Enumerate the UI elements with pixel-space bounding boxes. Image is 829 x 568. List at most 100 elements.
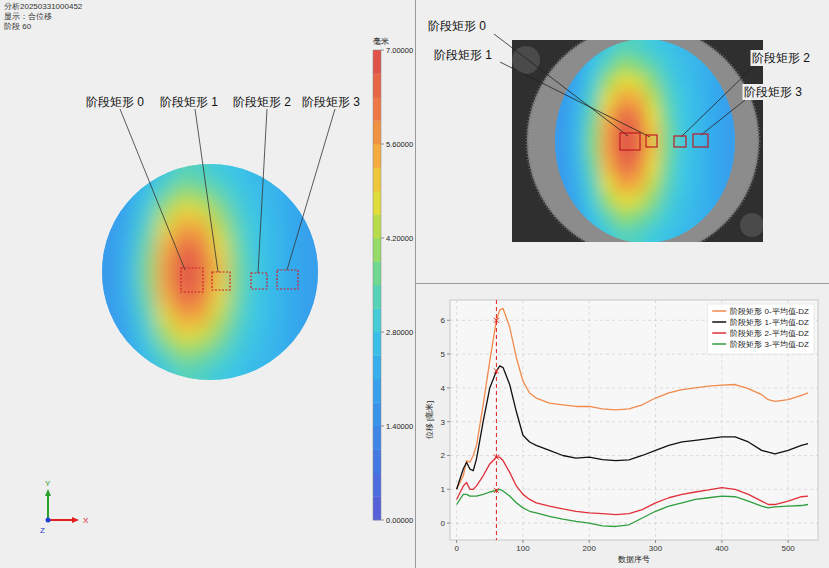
heat-cell (138, 182, 157, 201)
heat-cell (210, 272, 229, 291)
heat-cell (228, 236, 247, 255)
heat-cell (246, 254, 265, 273)
heat-cell (210, 290, 229, 309)
heat-cell (264, 344, 283, 363)
heat-cell (228, 272, 247, 291)
heat-cell (246, 272, 265, 291)
heat-cell (300, 236, 319, 255)
heat-cell (156, 182, 175, 201)
heat-cell (645, 90, 661, 108)
heat-cell (228, 254, 247, 273)
heat-cell (174, 164, 193, 183)
heat-cell (138, 236, 157, 255)
heat-cell (600, 73, 616, 91)
heat-cell (555, 40, 571, 57)
y-tick-label: 4 (441, 384, 446, 393)
colorbar-tick-label: 2.80000 (386, 328, 413, 337)
heat-cell (138, 290, 157, 309)
heat-cell (192, 326, 211, 345)
heat-cell (246, 326, 265, 345)
colorbar-band (373, 144, 381, 168)
heat-cell (120, 272, 139, 291)
heat-cell (264, 182, 283, 201)
y-tick (447, 387, 450, 388)
colorbar-band (373, 121, 381, 145)
legend: 阶段矩形 0-平均值-DZ阶段矩形 1-平均值-DZ阶段矩形 2-平均值-DZ阶… (707, 304, 814, 354)
heat-cell (120, 326, 139, 345)
heat-cell (555, 209, 571, 227)
heat-cell (645, 192, 661, 210)
heat-cell (555, 209, 571, 227)
heat-cell (600, 56, 616, 74)
legend-swatch (712, 310, 726, 312)
heat-cell (585, 209, 601, 227)
heat-cell (570, 107, 586, 125)
heat-cell (705, 175, 721, 193)
heat-cell (555, 90, 571, 108)
heat-cell (585, 175, 601, 193)
heat-cell (264, 362, 283, 381)
heat-cell (630, 107, 646, 125)
heat-cell (210, 308, 229, 327)
heat-cell (570, 141, 586, 159)
heat-cell (615, 107, 631, 125)
heat-cell (720, 90, 736, 108)
heat-cell (138, 200, 157, 219)
heat-cell (600, 209, 616, 227)
heat-cell (570, 124, 586, 142)
field-base (102, 164, 319, 381)
heat-cell (720, 56, 736, 74)
header-line: 分析20250331000452 (4, 2, 83, 11)
heat-cell (174, 164, 193, 183)
stage-rect (646, 135, 657, 147)
heat-cell (120, 290, 139, 309)
heat-cell (120, 254, 139, 273)
heat-cell (192, 236, 211, 255)
y-tick (447, 421, 450, 422)
field-base (555, 40, 736, 242)
heat-cell (615, 175, 631, 193)
colorbar-tick-label: 4.20000 (386, 234, 413, 243)
heat-cell (660, 158, 676, 176)
heat-cell (300, 272, 319, 291)
heat-cell (156, 272, 175, 291)
heat-cell (174, 218, 193, 237)
heat-cell (300, 362, 319, 381)
heat-cell (660, 226, 676, 242)
cursor-marker (494, 368, 499, 373)
heat-cell (102, 344, 121, 363)
heat-cell (300, 254, 319, 273)
heat-cell (630, 192, 646, 210)
heat-cell (192, 200, 211, 219)
heat-cell (630, 107, 646, 125)
heat-cell (120, 236, 139, 255)
heat-cell (615, 40, 631, 57)
heat-cell (555, 56, 571, 74)
heat-cell (210, 254, 229, 273)
heat-cell (645, 40, 661, 57)
y-tick-label: 2 (441, 451, 446, 460)
heat-cell (174, 290, 193, 309)
heat-cell (630, 226, 646, 242)
heat-cell (660, 107, 676, 125)
heat-cell (645, 226, 661, 242)
heat-cell (174, 254, 193, 273)
heat-cell (630, 158, 646, 176)
triad-y (47, 494, 49, 520)
heat-cell (555, 175, 571, 193)
heat-cell (675, 192, 691, 210)
heat-cell (555, 141, 571, 159)
heat-cell (630, 209, 646, 227)
heat-cell (228, 362, 247, 381)
heat-cell (138, 272, 157, 291)
heat-cell (615, 107, 631, 125)
heat-cell (720, 158, 736, 176)
heat-cell (720, 209, 736, 227)
heat-cell (675, 107, 691, 125)
heat-cell (120, 272, 139, 291)
heat-cell (228, 236, 247, 255)
colorbar-tick-label: 1.40000 (386, 422, 413, 431)
heat-cell (264, 326, 283, 345)
heat-cell (120, 164, 139, 183)
heat-cell (645, 141, 661, 159)
